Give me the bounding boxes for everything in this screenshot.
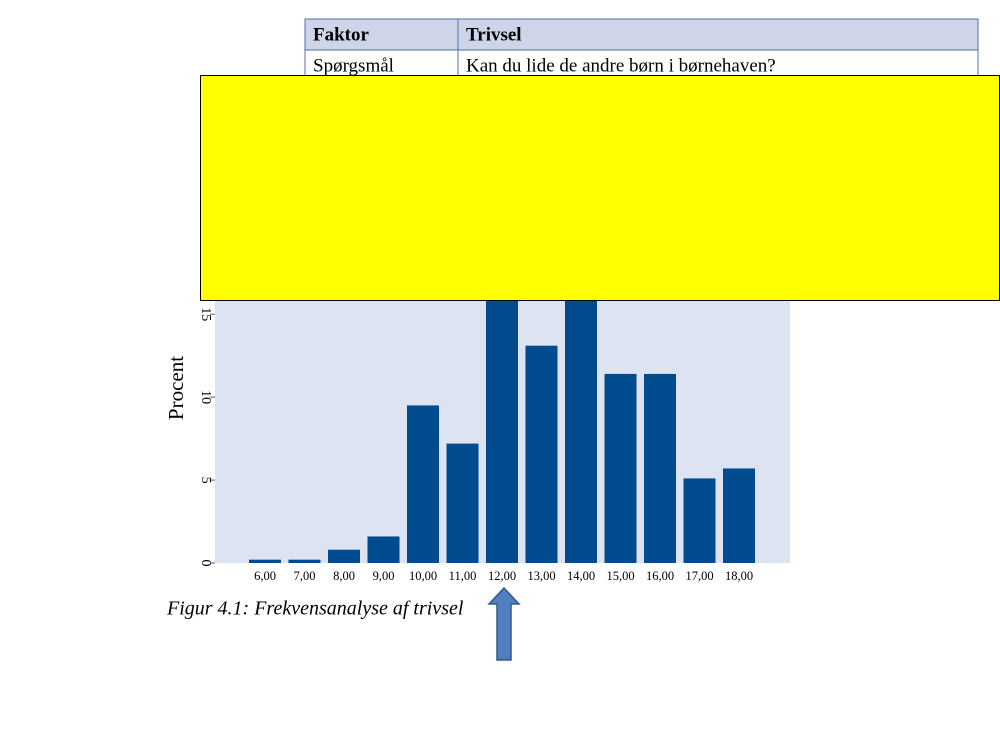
caption: Figur 4.1: Frekvensanalyse af trivsel [166, 598, 464, 620]
cell: Kan du lide de andre børn i børnehaven? [466, 55, 776, 76]
bar [328, 549, 360, 563]
y-axis-label: Procent [164, 356, 188, 420]
x-tick-label: 17,00 [685, 569, 713, 583]
y-tick-label: 5 [198, 477, 213, 484]
bar [604, 373, 637, 563]
bar [249, 559, 281, 563]
x-tick-label: 9,00 [373, 569, 395, 583]
x-tick-label: 12,00 [488, 569, 516, 583]
bar [486, 281, 518, 563]
bar [525, 345, 558, 563]
x-tick-label: 6,00 [254, 569, 276, 583]
cell: Spørgsmål [313, 55, 394, 76]
arrow [487, 586, 521, 661]
bar [723, 468, 755, 563]
x-tick-label: 11,00 [449, 569, 477, 583]
bar [565, 289, 597, 563]
header-cell: Trivsel [466, 24, 522, 45]
redaction-box [200, 75, 1000, 301]
header-cell: Faktor [313, 24, 370, 45]
table-header [304, 18, 979, 51]
bar [407, 405, 439, 563]
y-tick-label: 15 [198, 307, 213, 321]
x-tick-label: 18,00 [725, 569, 753, 583]
bar [644, 373, 676, 563]
bar [367, 536, 400, 563]
x-tick-label: 15,00 [606, 569, 634, 583]
x-tick-label: 8,00 [333, 569, 355, 583]
y-tick-label: 0 [198, 560, 213, 567]
x-tick-label: 7,00 [294, 569, 316, 583]
x-tick-label: 16,00 [646, 569, 674, 583]
bar [288, 559, 321, 563]
bar [683, 478, 716, 563]
y-tick-label: 10 [198, 390, 213, 404]
x-tick-label: 14,00 [567, 569, 595, 583]
x-tick-label: 10,00 [409, 569, 437, 583]
bar [446, 443, 479, 563]
chart: 051015206,007,008,009,0010,0011,0012,001… [198, 224, 755, 583]
x-tick-label: 13,00 [527, 569, 555, 583]
